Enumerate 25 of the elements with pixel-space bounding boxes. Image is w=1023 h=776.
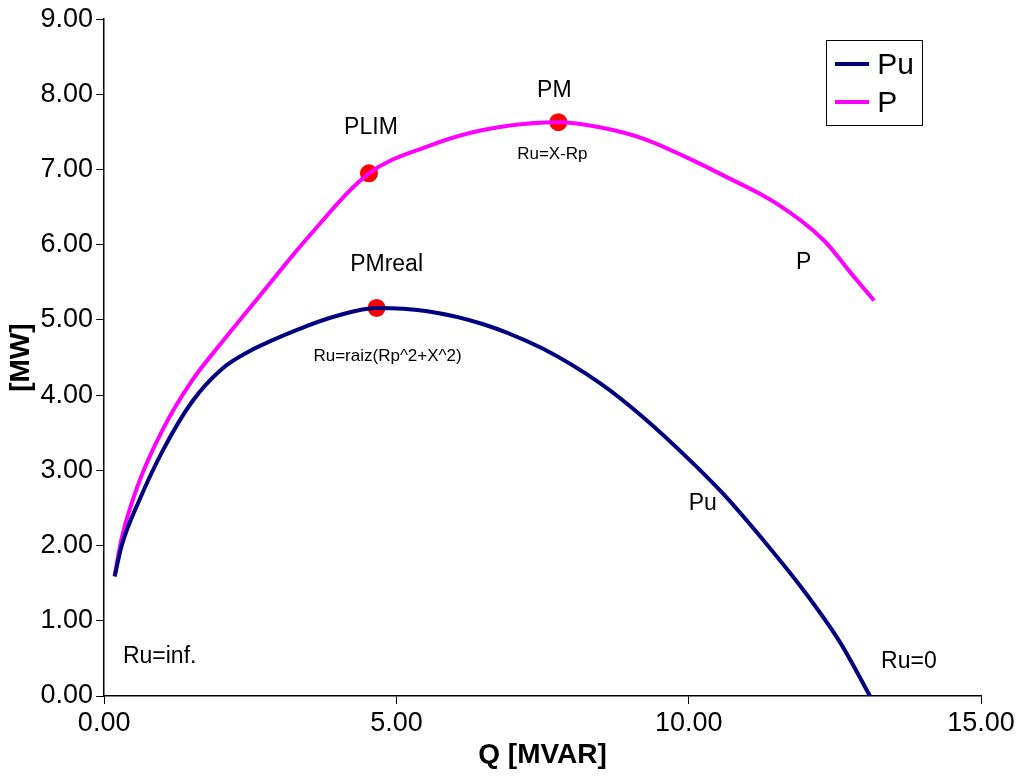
y-tick-label: 2.00 [40, 529, 94, 560]
annotation: Pu [688, 488, 717, 515]
x-tick-label: 15.00 [947, 706, 1015, 737]
annotation: Ru=X-Rp [517, 143, 588, 163]
y-tick-label: 7.00 [40, 153, 94, 184]
y-tick-label: 5.00 [40, 303, 94, 334]
annotation: Ru=0 [881, 647, 937, 674]
annotation: PM [537, 75, 572, 102]
annotation: PLIM [344, 112, 398, 139]
y-tick-label: 1.00 [40, 604, 94, 635]
legend-label: Pu [877, 46, 914, 82]
y-tick-label: 3.00 [40, 453, 94, 484]
x-axis-title: Q [MVAR] [478, 737, 607, 769]
annotation: Ru=inf. [122, 642, 197, 669]
y-tick-label: 6.00 [40, 228, 94, 259]
y-tick-label: 9.00 [40, 2, 94, 33]
annotation: P [796, 247, 812, 274]
x-tick-label: 5.00 [370, 706, 423, 737]
legend-label: P [877, 84, 898, 120]
y-tick-label: 8.00 [40, 77, 94, 108]
annotation: PMreal [350, 250, 423, 277]
annotation: Ru=raiz(Rp^2+X^2) [313, 345, 462, 365]
y-axis-title: [MW] [3, 323, 35, 392]
y-tick-label: 4.00 [40, 378, 94, 409]
x-tick-label: 10.00 [654, 706, 723, 737]
